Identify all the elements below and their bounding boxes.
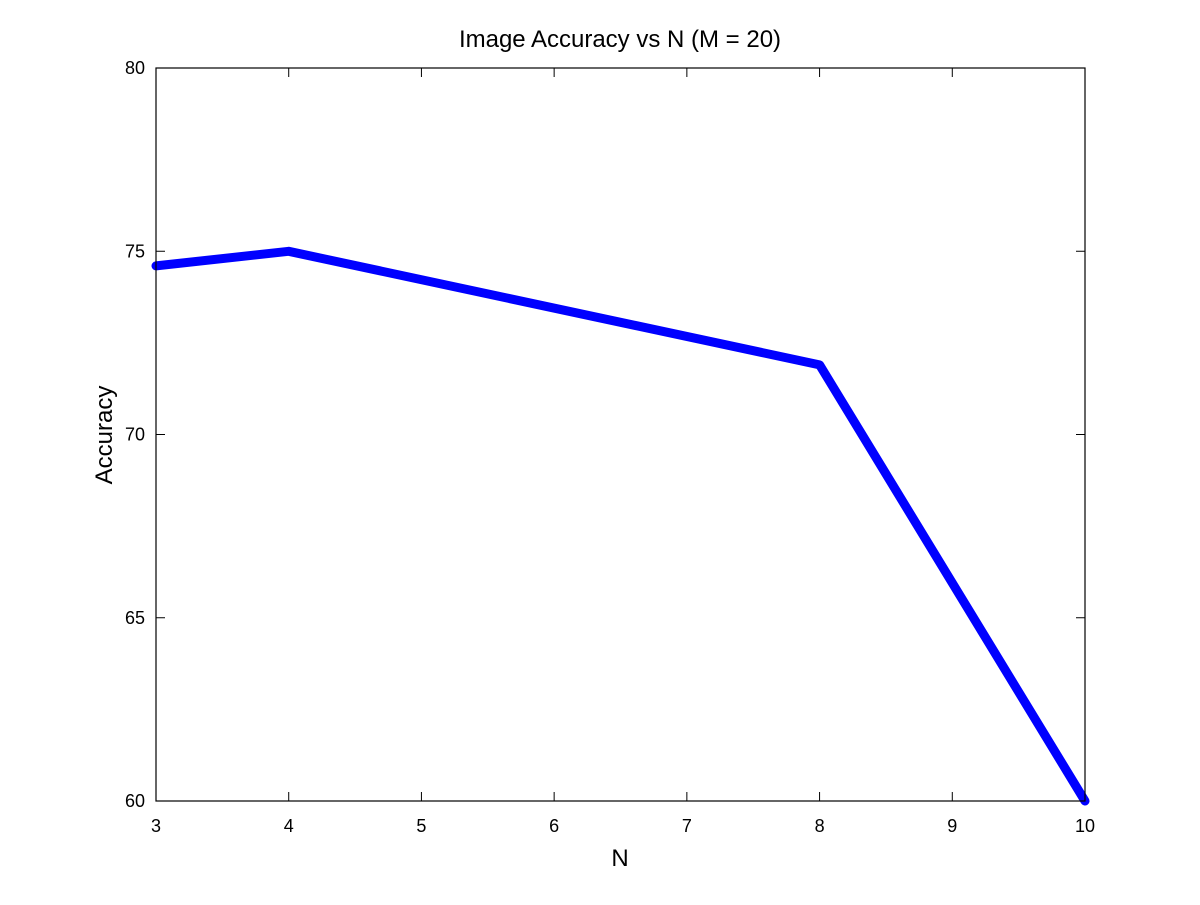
data-point (284, 247, 293, 256)
y-axis-label: Accuracy (91, 386, 118, 485)
y-tick-label: 65 (125, 608, 145, 628)
x-tick-label: 5 (416, 816, 426, 836)
series-line-0 (151, 246, 1090, 806)
y-tick-labels: 60 65 70 75 80 (125, 58, 145, 811)
y-tick-label: 80 (125, 58, 145, 78)
x-tick-label: 7 (682, 816, 692, 836)
chart-title: Image Accuracy vs N (M = 20) (459, 26, 781, 53)
plot-area (156, 68, 1085, 801)
x-tick-label: 3 (151, 816, 161, 836)
x-tick-label: 10 (1075, 816, 1095, 836)
x-tick-label: 9 (947, 816, 957, 836)
x-tick-label: 8 (815, 816, 825, 836)
x-axis-label: N (611, 845, 628, 872)
x-tick-label: 6 (549, 816, 559, 836)
plot-frame (155, 67, 1086, 802)
y-tick-label: 75 (125, 241, 145, 261)
x-tick-labels: 3 4 5 6 7 8 9 10 (151, 816, 1095, 836)
data-point (815, 360, 824, 369)
y-tick-label: 70 (125, 425, 145, 445)
y-tick-label: 60 (125, 791, 145, 811)
x-tick-label: 4 (284, 816, 294, 836)
series-layer (151, 246, 1090, 806)
